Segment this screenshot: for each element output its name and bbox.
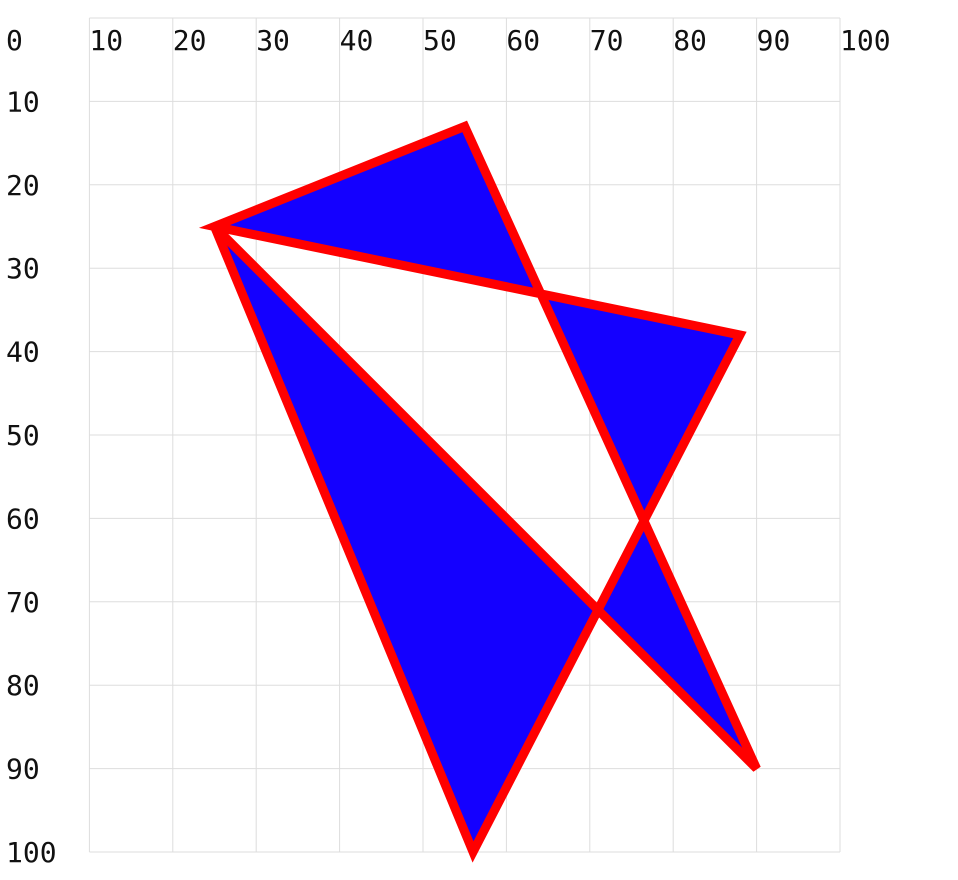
x-axis-labels: 0 10 20 30 40 50 60 70 80 90 100 xyxy=(6,24,891,57)
y-tick-label: 100 xyxy=(6,836,57,869)
x-tick-label: 20 xyxy=(173,24,207,57)
polygon-fill xyxy=(214,126,757,853)
x-tick-label: 80 xyxy=(673,24,707,57)
x-tick-label: 100 xyxy=(840,24,891,57)
y-tick-label: 20 xyxy=(6,169,40,202)
y-axis-labels: 10 20 30 40 50 60 70 80 90 100 xyxy=(6,85,57,869)
y-tick-label: 10 xyxy=(6,85,40,118)
x-tick-label: 10 xyxy=(89,24,123,57)
x-tick-label: 60 xyxy=(506,24,540,57)
y-tick-label: 80 xyxy=(6,669,40,702)
y-tick-label: 30 xyxy=(6,252,40,285)
y-tick-label: 40 xyxy=(6,336,40,369)
x-tick-label: 90 xyxy=(757,24,791,57)
x-tick-label: 70 xyxy=(590,24,624,57)
y-tick-label: 50 xyxy=(6,419,40,452)
x-tick-label: 50 xyxy=(423,24,457,57)
polygon-outline xyxy=(198,120,761,863)
x-tick-label: 40 xyxy=(340,24,374,57)
x-tick-label: 0 xyxy=(6,24,23,57)
x-tick-label: 30 xyxy=(256,24,290,57)
y-tick-label: 70 xyxy=(6,586,40,619)
y-tick-label: 90 xyxy=(6,753,40,786)
y-tick-label: 60 xyxy=(6,502,40,535)
